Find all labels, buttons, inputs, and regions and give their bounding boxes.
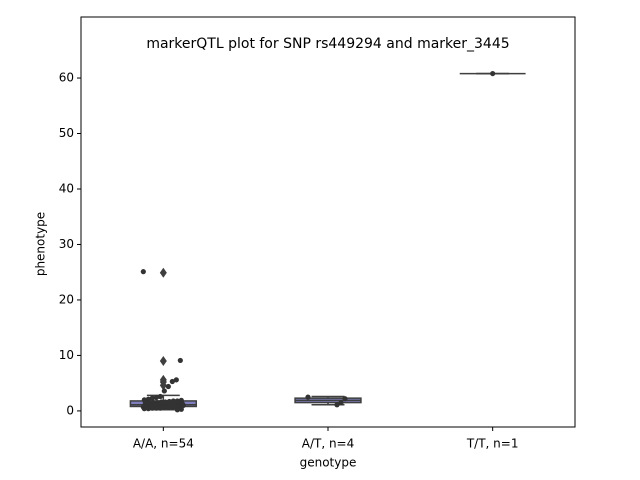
x-tick-label: A/T, n=4 — [302, 437, 355, 451]
point — [161, 388, 167, 394]
y-axis-label: phenotype — [34, 212, 48, 276]
outlier — [159, 267, 167, 278]
x-tick-label: A/A, n=54 — [133, 437, 194, 451]
point — [169, 404, 175, 411]
point — [161, 404, 167, 411]
chart-title: markerQTL plot for SNP rs449294 and mark… — [146, 36, 509, 52]
point — [157, 405, 163, 411]
point — [145, 406, 151, 412]
point — [149, 395, 155, 401]
point — [490, 70, 496, 77]
point — [178, 406, 184, 412]
y-tick-label: 60 — [59, 71, 74, 85]
plot-frame — [80, 16, 576, 428]
y-tick-label: 0 — [66, 403, 74, 417]
outlier — [159, 380, 167, 391]
y-tick-label: 40 — [59, 181, 74, 195]
point — [177, 357, 183, 364]
point — [342, 396, 348, 402]
y-tick-label: 30 — [59, 237, 74, 251]
outlier — [159, 355, 167, 366]
point — [141, 406, 147, 412]
point — [338, 399, 344, 406]
point — [334, 402, 340, 408]
point — [157, 393, 163, 400]
point — [140, 269, 146, 275]
point — [165, 404, 171, 411]
x-axis-label: genotype — [300, 456, 357, 470]
point — [305, 394, 311, 400]
point — [169, 378, 175, 385]
point — [165, 383, 171, 390]
y-tick-label: 20 — [59, 292, 74, 306]
x-tick-label: T/T, n=1 — [466, 437, 519, 451]
point — [174, 407, 180, 413]
point — [145, 396, 151, 402]
point — [173, 377, 179, 383]
point — [153, 405, 159, 411]
point — [153, 394, 159, 401]
y-tick-label: 50 — [59, 126, 74, 140]
point — [149, 405, 155, 411]
y-tick-label: 10 — [59, 348, 74, 362]
